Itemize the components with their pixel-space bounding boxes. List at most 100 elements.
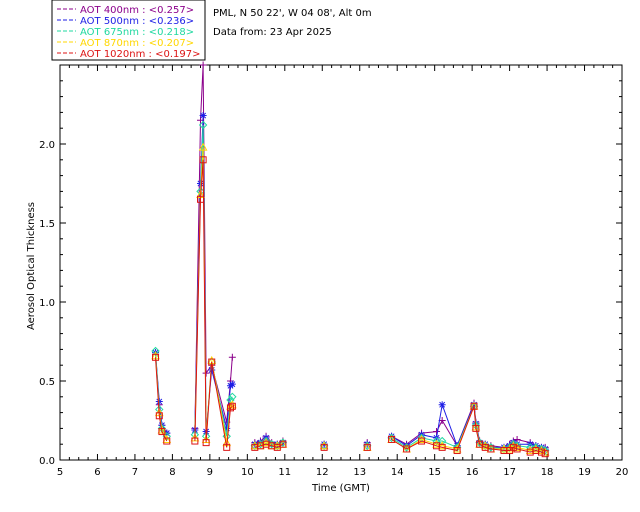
data-point-triangle (198, 142, 208, 151)
data-point-triangle (452, 444, 462, 453)
data-point-square (418, 437, 426, 445)
series-5 (152, 156, 549, 458)
data-point-triangle (512, 442, 522, 451)
data-point-triangle (261, 438, 271, 447)
data-point-triangle (319, 441, 329, 450)
series-line (155, 147, 546, 453)
data-point-triangle (162, 434, 172, 443)
data-point-triangle (272, 441, 282, 450)
data-point-square (197, 195, 204, 203)
data-point-asterisk (199, 112, 207, 120)
plot-area (59, 64, 623, 461)
x-tick-label: 8 (169, 467, 175, 478)
data-point-triangle (499, 444, 509, 453)
data-point-triangle (480, 441, 490, 450)
series-line (155, 64, 546, 448)
data-point-asterisk (228, 380, 236, 388)
x-tick-label: 6 (94, 467, 100, 478)
x-tick-label: 10 (241, 467, 254, 478)
data-point-square (541, 450, 549, 458)
data-point-plus (433, 428, 441, 436)
data-point-square (226, 404, 234, 412)
x-tick-label: 12 (316, 467, 329, 478)
data-point-triangle (525, 445, 535, 455)
data-point-triangle (531, 444, 541, 453)
series-2 (152, 112, 549, 453)
y-tick-label: 0.0 (39, 456, 55, 467)
data-point-square (152, 353, 160, 361)
x-axis: 5 6 7 8 9 10 11 12 13 14 15 16 17 18 19 20 (57, 65, 629, 478)
data-point-asterisk (279, 439, 287, 447)
data-point-square (320, 443, 328, 451)
y-axis-title: Aerosol Optical Thickness (26, 202, 37, 330)
data-point-square (388, 435, 396, 443)
x-tick-label: 14 (391, 467, 404, 478)
data-point-square (487, 445, 495, 453)
data-point-square (228, 402, 236, 410)
x-tick-label: 11 (278, 467, 291, 478)
x-tick-label: 17 (503, 467, 516, 478)
info-date: Data from: 23 Apr 2025 (213, 27, 332, 38)
series-3 (151, 120, 550, 455)
legend-entry: AOT 870nm : <0.207> (80, 38, 194, 49)
x-tick-label: 9 (207, 467, 213, 478)
data-point-square (509, 443, 517, 451)
series-4 (151, 142, 550, 456)
data-point-square (537, 448, 545, 456)
series-1 (152, 61, 549, 451)
data-point-asterisk (438, 401, 446, 409)
data-point-square (163, 437, 171, 445)
data-point-square (513, 445, 521, 453)
data-point-square (279, 440, 287, 448)
x-tick-label: 13 (353, 467, 366, 478)
data-point-square (208, 358, 216, 366)
series-line (155, 115, 546, 450)
series-line (155, 159, 546, 455)
legend-entry: AOT 1020nm : <0.197> (80, 49, 200, 60)
x-axis-title: Time (GMT) (311, 483, 370, 494)
data-point-triangle (250, 441, 260, 450)
legend-entry: AOT 675nm : <0.218> (80, 27, 194, 38)
data-point-triangle (157, 425, 167, 434)
x-tick-label: 16 (466, 467, 479, 478)
data-point-plus (199, 61, 207, 69)
data-point-triangle (437, 441, 447, 450)
legend-box (51, 0, 206, 61)
data-point-asterisk (208, 366, 216, 374)
y-tick-label: 1.0 (39, 298, 55, 309)
data-point-square (199, 156, 207, 164)
legend: AOT 400nm : <0.257>AOT 500nm : <0.236>AO… (57, 5, 200, 60)
series-line (155, 124, 546, 451)
data-point-plus (228, 353, 236, 361)
data-point-square (403, 445, 411, 453)
data-point-square (223, 443, 231, 451)
data-point-square (472, 424, 480, 432)
data-point-asterisk (470, 401, 478, 409)
x-tick-label: 18 (541, 467, 554, 478)
y-tick-label: 1.5 (39, 219, 55, 230)
legend-entry: AOT 500nm : <0.236> (80, 16, 194, 27)
data-point-square (438, 443, 446, 451)
data-point-asterisk (223, 424, 231, 432)
data-point-diamond (198, 120, 208, 130)
x-tick-label: 19 (578, 467, 591, 478)
data-point-square (191, 437, 199, 445)
data-point-square (470, 402, 478, 410)
y-tick-label: 2.0 (39, 140, 55, 151)
data-point-square (202, 439, 210, 447)
series-layer (151, 61, 550, 458)
y-axis: 0.0 0.5 1.0 1.5 2.0 (39, 80, 622, 467)
x-tick-label: 5 (57, 467, 63, 478)
data-point-triangle (540, 447, 550, 456)
data-point-square (363, 443, 371, 451)
data-point-square (453, 447, 461, 455)
legend-entry: AOT 400nm : <0.257> (80, 5, 194, 16)
info-location: PML, N 50 22', W 04 08', Alt 0m (213, 8, 372, 19)
x-tick-label: 15 (428, 467, 441, 478)
data-point-square (155, 412, 163, 420)
data-point-triangle (432, 439, 441, 448)
data-point-plus (202, 369, 210, 377)
x-tick-label: 20 (616, 467, 629, 478)
data-point-square (158, 428, 166, 436)
y-tick-label: 0.5 (39, 377, 55, 388)
